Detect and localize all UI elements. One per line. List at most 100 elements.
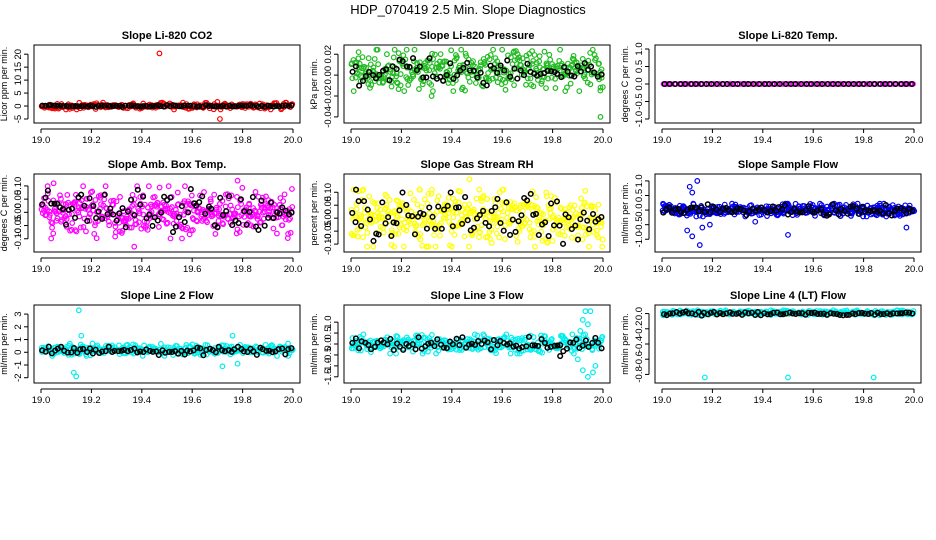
data-point	[421, 196, 428, 203]
data-point	[144, 226, 151, 233]
data-point	[835, 80, 842, 88]
data-point	[289, 186, 295, 192]
data-point	[239, 184, 246, 191]
data-point	[101, 102, 108, 109]
data-point	[349, 68, 356, 75]
data-point	[137, 194, 144, 200]
data-point	[146, 211, 153, 218]
data-point	[110, 211, 117, 218]
data-point	[238, 102, 245, 109]
data-point	[243, 221, 250, 228]
data-point	[448, 63, 455, 70]
data-point	[49, 224, 55, 231]
data-point	[450, 88, 457, 95]
data-point	[750, 80, 757, 88]
data-points	[348, 176, 606, 250]
data-point	[365, 55, 372, 62]
data-point	[393, 65, 400, 73]
data-point	[582, 75, 588, 82]
panel-title: Slope Sample Flow	[738, 159, 839, 171]
x-tick-label: 19.8	[854, 264, 873, 275]
data-point	[371, 56, 378, 62]
data-point	[98, 102, 105, 109]
data-point	[376, 79, 383, 86]
data-point	[666, 80, 673, 88]
data-point	[155, 224, 162, 230]
data-point	[119, 103, 126, 110]
data-point	[86, 217, 93, 224]
data-point	[51, 200, 58, 207]
y-tick-label: 1	[13, 337, 24, 342]
data-point	[173, 218, 180, 225]
data-point	[527, 190, 534, 197]
data-point	[146, 103, 153, 110]
data-point	[476, 234, 482, 241]
data-point	[503, 199, 510, 206]
data-point	[792, 80, 799, 88]
data-point	[51, 102, 58, 109]
data-point	[367, 84, 373, 91]
data-point	[421, 220, 428, 227]
data-point	[383, 193, 390, 200]
data-point	[554, 70, 561, 77]
x-tick-label: 19.6	[183, 135, 202, 146]
data-point	[261, 222, 268, 229]
data-point	[395, 198, 401, 205]
data-point	[213, 103, 221, 110]
data-point	[390, 70, 396, 77]
data-point	[131, 196, 138, 203]
data-point	[123, 221, 129, 228]
data-point	[568, 225, 575, 233]
data-point	[46, 208, 53, 215]
data-point	[509, 216, 516, 223]
panel-title: Slope Gas Stream RH	[420, 159, 533, 171]
data-point	[429, 186, 435, 193]
data-point	[517, 202, 524, 209]
data-point	[543, 85, 549, 92]
data-point	[452, 204, 460, 211]
y-tick-label: -0.4	[634, 336, 645, 352]
data-point	[388, 83, 395, 90]
data-point	[426, 55, 433, 62]
data-point	[557, 352, 564, 360]
data-point	[496, 234, 503, 241]
data-point	[598, 71, 605, 78]
data-point	[379, 215, 386, 221]
data-point	[63, 216, 70, 222]
data-point	[282, 102, 289, 109]
data-point	[571, 73, 578, 80]
data-point	[211, 191, 218, 198]
data-point	[235, 220, 242, 227]
data-point	[710, 81, 717, 87]
data-point	[512, 228, 519, 235]
data-point	[77, 224, 84, 231]
data-point	[190, 103, 197, 110]
data-point	[560, 240, 567, 247]
data-point	[168, 204, 175, 210]
data-point	[252, 189, 259, 195]
data-point	[531, 52, 538, 58]
data-point	[460, 64, 467, 71]
data-point	[552, 85, 559, 91]
data-point	[405, 82, 412, 88]
data-point	[157, 103, 164, 110]
data-point	[156, 50, 163, 57]
data-point	[480, 192, 487, 199]
data-point	[587, 81, 594, 88]
data-point	[78, 197, 85, 204]
data-point	[494, 223, 501, 230]
data-point	[548, 68, 555, 75]
data-point	[364, 229, 371, 236]
data-point	[178, 224, 185, 230]
data-point	[539, 237, 546, 244]
data-point	[72, 227, 79, 234]
y-tick-label: 0	[13, 350, 24, 355]
data-point	[137, 201, 144, 208]
data-point	[524, 197, 531, 204]
data-point	[724, 80, 731, 88]
data-point	[385, 214, 392, 221]
data-point	[457, 188, 463, 195]
data-point	[397, 71, 404, 77]
data-point	[580, 224, 587, 231]
x-tick-label: 19.8	[543, 135, 562, 146]
